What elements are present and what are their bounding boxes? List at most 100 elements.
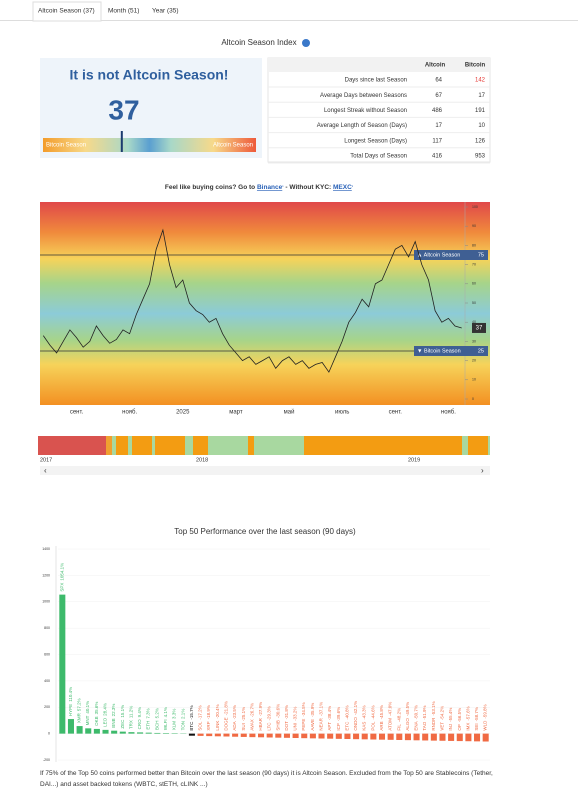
bar-label: APT -38.4% bbox=[327, 706, 332, 731]
bar-value-label: -15.7% bbox=[189, 705, 194, 719]
bar-label: ENA -50.7% bbox=[414, 705, 419, 731]
bar-category: TON bbox=[180, 721, 185, 730]
bar-label: DOT -31.8% bbox=[284, 705, 289, 731]
bar-value-label: -31.8% bbox=[284, 705, 289, 719]
bar-category: ENA bbox=[414, 721, 419, 730]
bar-category: SUI bbox=[241, 723, 246, 731]
bar-value-label: -17.2% bbox=[198, 705, 203, 719]
bitcoin-value: 191 bbox=[475, 108, 486, 114]
season-block bbox=[112, 436, 116, 455]
bar bbox=[283, 733, 290, 738]
chart-title: Top 50 Performance over the last season … bbox=[174, 527, 356, 536]
bar-label: ADA -23.5% bbox=[232, 705, 237, 731]
bar-value-label: -51.9% bbox=[422, 705, 427, 719]
bar-value-label: 15.1% bbox=[120, 705, 125, 718]
reference-value: 25 bbox=[478, 348, 484, 354]
promo-link[interactable]: Binance bbox=[257, 184, 283, 191]
bar-category: ONDO bbox=[353, 717, 358, 731]
bar-value-label: -59.8% bbox=[483, 704, 488, 718]
y-tick-label: 10 bbox=[472, 378, 476, 382]
bar-value-label: -53.1% bbox=[431, 701, 436, 715]
bar-category: UNI bbox=[293, 723, 298, 731]
tab-bar bbox=[0, 0, 578, 21]
season-block bbox=[152, 436, 155, 455]
bar-label: WLFI 4.1% bbox=[163, 707, 168, 730]
bar bbox=[162, 733, 170, 734]
bar-label: XLM 3.3% bbox=[172, 709, 177, 731]
bar-value-label: 1054.1% bbox=[60, 563, 65, 581]
bar-category: ICP bbox=[336, 723, 341, 731]
info-icon[interactable] bbox=[302, 39, 310, 47]
bar bbox=[145, 732, 152, 734]
x-tick-label: 2025 bbox=[176, 410, 190, 416]
y-tick-label: -200 bbox=[43, 758, 50, 762]
bar-category: DOT bbox=[284, 721, 289, 731]
bar bbox=[335, 733, 342, 739]
bar-value-label: -34.5% bbox=[301, 702, 306, 716]
bar-label: HYPE 110.4% bbox=[68, 687, 73, 716]
bitcoin-value: 953 bbox=[475, 154, 486, 160]
promo-sup: ¹ bbox=[282, 184, 284, 189]
tab[interactable]: Year (35) bbox=[152, 8, 179, 15]
bar-category: SPX bbox=[60, 583, 65, 592]
bar bbox=[188, 733, 195, 736]
bar bbox=[448, 733, 455, 741]
bar-value-label: -54.2% bbox=[440, 706, 445, 720]
bar-value-label: 11.2% bbox=[129, 706, 134, 718]
bar-category: BCH bbox=[155, 720, 160, 730]
season-block bbox=[106, 436, 112, 455]
bar-category: CRO bbox=[137, 719, 142, 729]
bar-value-label: -58.7% bbox=[474, 707, 479, 721]
bar-value-label: -42.1% bbox=[353, 701, 358, 715]
scroll-right[interactable]: › bbox=[481, 466, 484, 475]
bar bbox=[102, 729, 109, 734]
tab[interactable]: Altcoin Season (37) bbox=[38, 8, 95, 15]
tab[interactable]: Month (51) bbox=[108, 8, 139, 15]
row-label: Average Days between Seasons bbox=[320, 93, 407, 99]
y-tick-label: 70 bbox=[472, 263, 476, 267]
section-title: Altcoin Season Index bbox=[221, 38, 296, 47]
active-tab[interactable] bbox=[32, 1, 102, 22]
row-label: Longest Season (Days) bbox=[344, 138, 407, 144]
bar-label: ALGO -49.5% bbox=[405, 702, 410, 731]
bar-label: MNT40.1% bbox=[85, 701, 90, 726]
bar-value-label: -56.5% bbox=[457, 708, 462, 722]
score: 37 bbox=[108, 94, 139, 125]
bar-label: SUI -25.1% bbox=[241, 707, 246, 731]
bar-label: VET -54.2% bbox=[440, 706, 445, 731]
gauge-label: Altcoin Season bbox=[213, 143, 253, 149]
bar-category: SEI bbox=[474, 723, 479, 730]
bar-category: APT bbox=[327, 722, 332, 731]
th: Altcoin bbox=[425, 63, 446, 69]
bar-value-label: -55.4% bbox=[448, 708, 453, 722]
promo-link[interactable]: MEXC bbox=[333, 184, 352, 191]
bar-category: ALGO bbox=[405, 718, 410, 731]
y-tick-label: 50 bbox=[472, 301, 476, 305]
bar-value-label: -44.6% bbox=[371, 705, 376, 719]
bar-category: HBAR bbox=[258, 717, 263, 730]
bar bbox=[223, 733, 230, 737]
y-tick-label: 0 bbox=[48, 732, 50, 736]
line bbox=[42, 228, 462, 373]
bar-label: INJ -55.4% bbox=[448, 708, 453, 731]
bar-label: IMX -57.6% bbox=[466, 706, 471, 730]
scroll-left[interactable]: ‹ bbox=[44, 466, 47, 475]
x-tick-label: нояб. bbox=[441, 410, 456, 416]
footer-note: If 75% of the Top 50 coins performed bet… bbox=[40, 770, 493, 788]
promo-sup: ¹ bbox=[352, 184, 354, 189]
reference-value: 75 bbox=[478, 252, 484, 258]
stats-table bbox=[267, 57, 491, 163]
bar bbox=[206, 733, 213, 737]
scrollbar[interactable] bbox=[40, 466, 490, 475]
bar-value-label: -48.2% bbox=[396, 708, 401, 722]
bar-value-label: -37.1% bbox=[319, 702, 324, 716]
bar-category: ARB bbox=[379, 721, 384, 730]
bar bbox=[137, 732, 144, 734]
bar-value-label: -27.9% bbox=[258, 702, 263, 716]
bar-label: ARB -45.8% bbox=[379, 705, 384, 731]
y-tick-label: 20 bbox=[472, 359, 476, 363]
bar bbox=[430, 733, 437, 741]
bar-label: ATOM -47.0% bbox=[388, 702, 393, 731]
promo-text: Feel like buying coins? Go to Binance¹ -… bbox=[165, 184, 354, 191]
bar-label: LEO28.4% bbox=[103, 703, 108, 727]
